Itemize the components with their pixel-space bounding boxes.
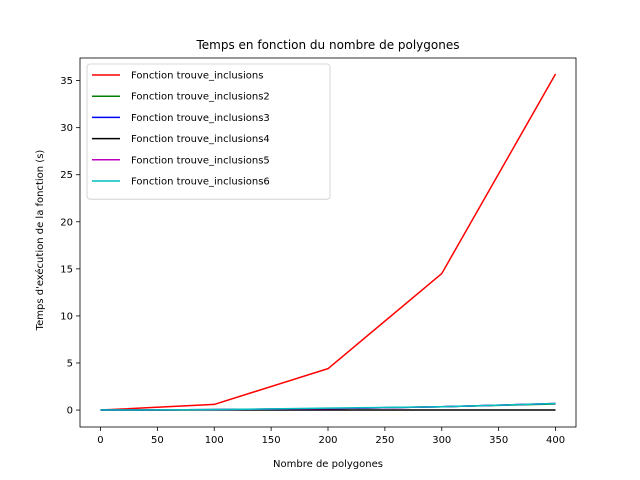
legend-label-5: Fonction trouve_inclusions5 xyxy=(131,155,270,166)
y-tick-label: 25 xyxy=(60,170,73,181)
y-tick-label: 5 xyxy=(67,358,73,369)
axes: 0 50 100 150 200 250 300 350 400 0 5 10 15 20 25 30 35 xyxy=(60,57,577,446)
x-tick-label: 400 xyxy=(546,435,565,446)
series-layer xyxy=(100,73,557,411)
legend: Fonction trouve_inclusions Fonction trouv… xyxy=(86,63,331,200)
x-tick-label: 100 xyxy=(205,435,224,446)
legend-label-6: Fonction trouve_inclusions6 xyxy=(131,177,270,188)
legend-box xyxy=(86,63,331,200)
legend-label-1: Fonction trouve_inclusions xyxy=(131,71,263,82)
series-line-1 xyxy=(100,73,557,411)
series-line-6 xyxy=(100,402,556,411)
y-tick-label: 10 xyxy=(60,311,73,322)
x-tick-label: 200 xyxy=(318,435,337,446)
y-tick-label: 0 xyxy=(67,406,73,417)
legend-label-3: Fonction trouve_inclusions3 xyxy=(131,113,270,124)
y-tick-label: 35 xyxy=(60,76,73,87)
x-tick-label: 350 xyxy=(489,435,508,446)
x-tick-label: 150 xyxy=(262,435,281,446)
x-tick-label: 0 xyxy=(97,435,103,446)
y-tick-label: 15 xyxy=(60,264,73,275)
x-tick-label: 300 xyxy=(432,435,451,446)
legend-label-4: Fonction trouve_inclusions4 xyxy=(131,134,270,145)
x-axis-label: Nombre de polygones xyxy=(273,459,383,470)
x-tick-label: 50 xyxy=(151,435,164,446)
x-tick-label: 250 xyxy=(375,435,394,446)
y-tick-label: 30 xyxy=(60,123,73,134)
y-axis-label: Temps d'exécution de la fonction (s) xyxy=(34,150,46,332)
chart-title: Temps en fonction du nombre de polygones xyxy=(196,38,460,52)
y-tick-label: 20 xyxy=(60,217,73,228)
legend-label-2: Fonction trouve_inclusions2 xyxy=(131,92,270,103)
